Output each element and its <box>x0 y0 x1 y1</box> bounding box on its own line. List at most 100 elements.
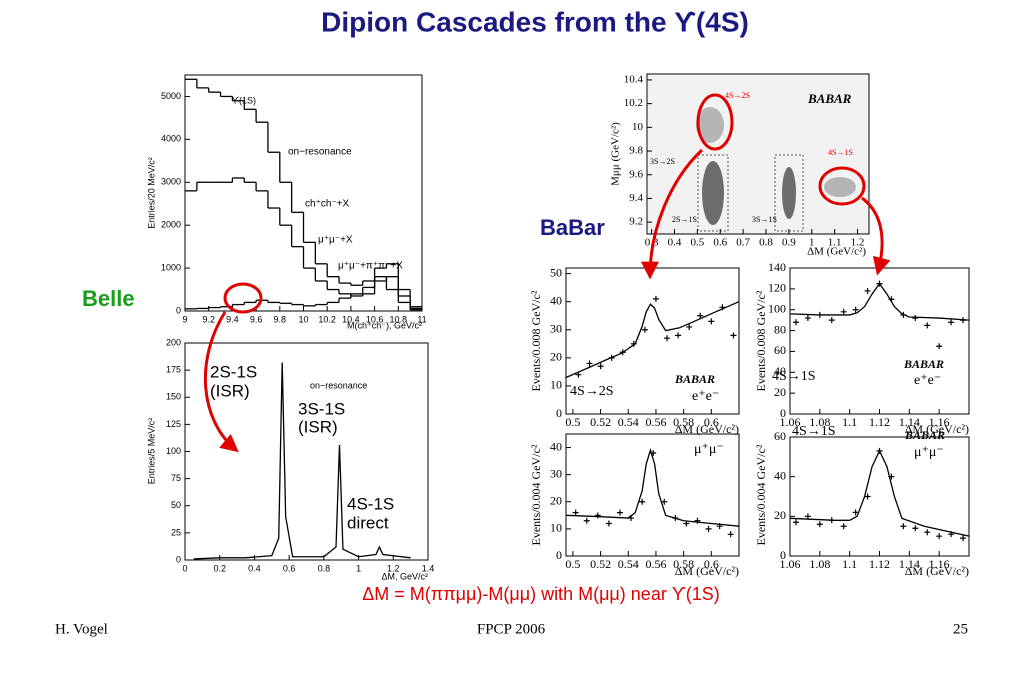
x-tick-label: 1 <box>356 563 361 573</box>
data-point <box>948 319 955 326</box>
x-tick-label: 0.2 <box>213 563 226 573</box>
y-tick-label: 0 <box>176 554 181 564</box>
y-tick-label: 60 <box>774 343 786 357</box>
data-point <box>840 308 847 315</box>
data-point <box>639 498 646 505</box>
highlight-circle <box>223 282 263 314</box>
annotation: BABAR <box>904 428 945 442</box>
x-axis-label: ΔM (GeV/c²) <box>807 246 866 258</box>
y-tick-label: 5000 <box>161 91 181 101</box>
data-point <box>924 529 931 536</box>
y-tick-label: 0 <box>780 406 786 420</box>
data-point <box>864 493 871 500</box>
x-tick-label: 0.7 <box>736 237 750 249</box>
plot-panel: 0.5 0.52 0.54 0.56 0.58 0.6 0 10 20 30 40 ΔM (GeV/c… <box>529 433 740 578</box>
y-axis-label: Mμμ (GeV/c²) <box>610 122 622 186</box>
y-tick-label: 25 <box>171 527 181 537</box>
x-tick-label: 0.52 <box>590 557 611 571</box>
y-tick-label: 20 <box>550 350 562 364</box>
scatter-bg <box>648 75 869 234</box>
y-tick-label: 3000 <box>161 177 181 187</box>
cluster <box>696 107 724 143</box>
annotation: direct <box>347 513 389 532</box>
y-tick-label: 175 <box>166 365 181 375</box>
x-tick-label: 0.8 <box>318 563 331 573</box>
data-point <box>686 323 693 330</box>
y-tick-label: 40 <box>550 439 562 453</box>
y-tick-label: 10 <box>550 378 562 392</box>
data-point <box>652 295 659 302</box>
x-tick-label: 10.8 <box>390 314 408 324</box>
x-tick-label: 1.12 <box>869 415 890 429</box>
scatter-clusters <box>648 75 869 234</box>
x-tick-label: 0.4 <box>668 237 682 249</box>
x-tick-label: 1.2 <box>851 237 865 249</box>
plot-panel: 1.06 1.08 1.1 1.12 1.14 1.16 0 20 40 60 80 100 120 14… <box>754 260 970 436</box>
formula: ΔM = M(ππμμ)-M(μμ) with M(μμ) near ϒ(1S) <box>362 584 720 604</box>
annotation: 3S→1S <box>752 215 777 224</box>
y-tick-label: 10.4 <box>624 73 644 85</box>
slide-title: Dipion Cascades from the ϒ(4S) <box>321 6 749 37</box>
annotation: 4S-1S <box>347 494 394 513</box>
plot-frame <box>184 74 423 312</box>
highlight-circle <box>818 166 866 206</box>
annotation: (ISR) <box>210 381 250 400</box>
x-tick-label: 10.6 <box>366 314 384 324</box>
y-tick-label: 60 <box>774 429 786 443</box>
x-tick-label: 1.06 <box>780 557 801 571</box>
plot-frame <box>646 73 870 235</box>
x-tick-label: 9.2 <box>202 314 215 324</box>
y-tick-label: 80 <box>774 322 786 336</box>
data-point <box>705 525 712 532</box>
x-axis-label: ΔM (GeV/c²) <box>905 564 969 578</box>
annotation: 4S→2S <box>570 384 614 399</box>
plot-panel: 9 9.2 9.4 9.6 9.8 10 10.2 10.4 10.6 10.8 11 0 1000 20… <box>146 74 427 330</box>
y-tick-label: 100 <box>166 446 181 456</box>
data-point <box>697 312 704 319</box>
data-point <box>864 287 871 294</box>
x-tick-label: 0.54 <box>618 415 639 429</box>
data-point <box>936 343 943 350</box>
y-tick-label: 120 <box>768 281 786 295</box>
x-tick-label: 9.6 <box>250 314 263 324</box>
annotation: μ⁺μ⁻+π⁺π⁻+X <box>338 261 403 272</box>
annotation: BABAR <box>674 372 715 386</box>
x-tick-label: 0.54 <box>618 557 639 571</box>
annotation: μ⁺μ⁻ <box>694 442 724 457</box>
data-point <box>616 509 623 516</box>
y-tick-label: 40 <box>774 468 786 482</box>
data-point <box>960 535 967 542</box>
y-tick-label: 20 <box>550 494 562 508</box>
y-tick-label: 1000 <box>161 262 181 272</box>
x-axis-label: ΔM (GeV/c²) <box>675 564 739 578</box>
plot-panel: 0.5 0.52 0.54 0.56 0.58 0.6 0 10 20 30 40 50 ΔM (GeV… <box>529 265 740 436</box>
data-point <box>900 523 907 530</box>
x-tick-label: 11 <box>417 314 426 324</box>
x-axis-label: ΔM (GeV/c²) <box>905 422 969 436</box>
fit-curve <box>565 448 740 527</box>
data-point <box>792 519 799 526</box>
data-line <box>193 362 411 560</box>
y-tick-label: 125 <box>166 419 181 429</box>
y-tick-label: 10 <box>550 521 562 535</box>
y-tick-label: 0 <box>780 548 786 562</box>
dashed-box <box>697 154 729 232</box>
y-tick-label: 9.2 <box>629 216 643 228</box>
annotation: on−resonance <box>310 380 367 390</box>
x-tick-label: 0.6 <box>704 415 719 429</box>
data-point <box>912 525 919 532</box>
data-point <box>804 513 811 520</box>
annotation: 4S→1S <box>792 424 836 439</box>
x-tick-label: 0.52 <box>590 415 611 429</box>
footer-author: H. Vogel <box>55 621 108 637</box>
x-axis-label: ΔM (GeV/c²) <box>675 422 739 436</box>
footer-conference: FPCP 2006 <box>477 621 546 637</box>
data-point <box>583 517 590 524</box>
fit-curve <box>789 449 970 537</box>
x-tick-label: 1.14 <box>899 557 920 571</box>
x-tick-label: 0.58 <box>673 415 694 429</box>
plot-frame <box>789 267 970 415</box>
data-point <box>730 332 737 339</box>
y-tick-label: 9.4 <box>629 192 643 204</box>
